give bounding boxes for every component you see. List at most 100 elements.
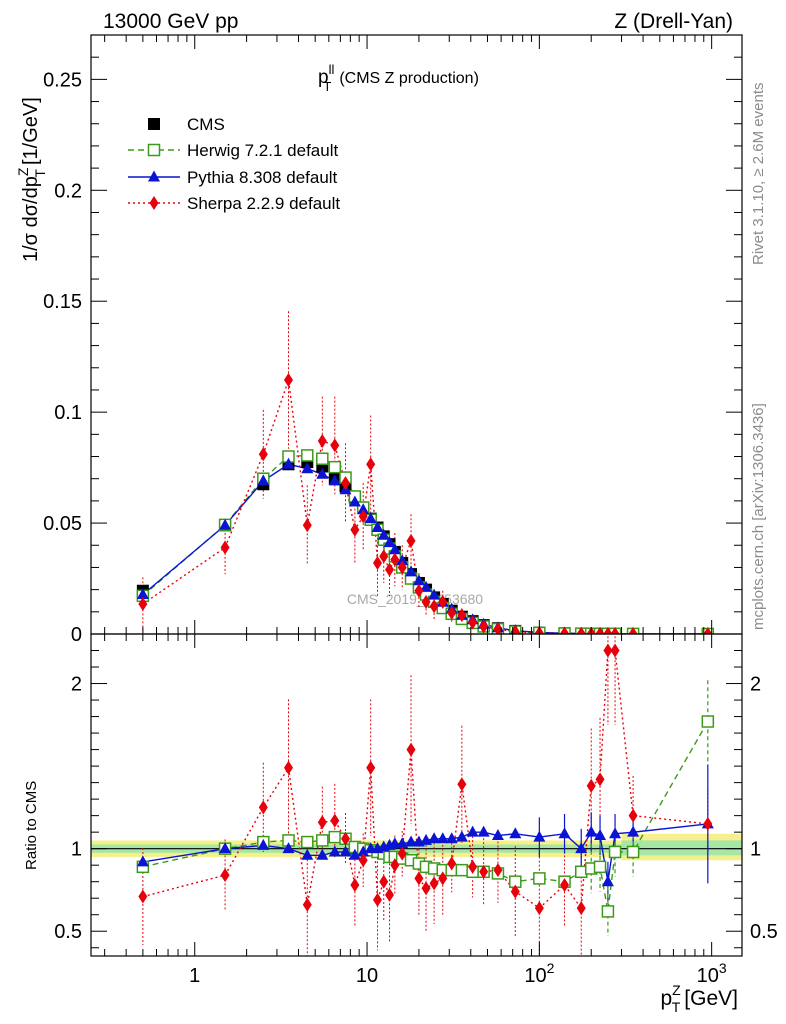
ratio-data-point — [593, 860, 607, 874]
x-tick-base: 10 — [524, 965, 546, 987]
y-tick-label: 0.15 — [43, 291, 82, 313]
x-tick-exp: 2 — [547, 960, 555, 976]
y-title-unit: [1/GeV] — [20, 97, 42, 165]
x-tick-exp: 3 — [719, 960, 727, 976]
ratio-data-point — [610, 643, 620, 658]
data-point — [257, 474, 270, 486]
ratio-data-point — [438, 871, 448, 886]
ratio-y-tick-label-right: 0.5 — [750, 921, 778, 943]
ratio-data-point — [283, 760, 293, 775]
ratio-data-point — [628, 808, 638, 823]
ratio-data-point — [533, 872, 546, 885]
legend: CMS Herwig 7.2.1 default Pythia 8.308 defa… — [128, 115, 340, 213]
ratio-data-point — [429, 876, 439, 891]
ratio-data-point — [358, 853, 368, 868]
x-tick-base: 10 — [356, 965, 378, 987]
x-title-base: p — [660, 987, 672, 1010]
ratio-data-point — [609, 827, 622, 839]
data-point — [219, 518, 232, 530]
y-title-sub: T — [32, 169, 48, 178]
data-point — [421, 594, 431, 609]
legend-marker — [148, 118, 160, 130]
header-right-text: Z (Drell-Yan) — [614, 10, 733, 33]
data-point — [301, 462, 314, 474]
analysis-watermark: CMS_2019_I1753680 — [347, 591, 483, 607]
data-point — [328, 474, 341, 486]
ratio-data-point — [428, 832, 441, 844]
data-point — [350, 522, 360, 537]
main-y-axis-title: 1/σ dσ/dpZT [1/GeV] — [15, 97, 48, 262]
ratio-data-point — [703, 816, 713, 831]
ratio-data-point — [339, 845, 352, 857]
ratio-data-point — [455, 863, 469, 877]
ratio-data-point — [701, 715, 715, 728]
ratio-data-point — [509, 827, 522, 839]
y-tick-label: 0.1 — [54, 402, 82, 424]
x-axis-title: pZ T [GeV] — [660, 982, 738, 1015]
data-point — [357, 503, 370, 515]
ratio-data-point — [348, 848, 361, 860]
data-point — [220, 540, 230, 555]
ratio-data-point — [466, 825, 479, 837]
data-point — [457, 608, 467, 623]
ratio-data-point — [414, 871, 424, 886]
data-point — [468, 615, 478, 630]
data-point — [388, 543, 401, 555]
data-point — [396, 554, 409, 566]
data-point — [610, 626, 620, 634]
legend-marker — [148, 170, 160, 182]
data-point — [412, 574, 425, 586]
ratio-data-point — [282, 842, 295, 854]
ratio-panel-frame — [90, 633, 743, 957]
data-point — [330, 438, 340, 453]
ratio-data-point — [390, 858, 400, 873]
ratio-data-point — [533, 830, 546, 842]
data-point — [341, 476, 351, 491]
ratio-data-point — [316, 834, 329, 847]
ratio-data-point — [138, 889, 148, 904]
ratio-data-point — [330, 813, 340, 828]
data-point — [414, 583, 424, 598]
ratio-y-tick-label-right: 2 — [750, 674, 761, 696]
ratio-data-point — [357, 845, 370, 857]
ratio-data-point — [585, 825, 598, 837]
ratio-data-point — [328, 845, 341, 857]
ratio-data-point — [257, 838, 270, 850]
ratio-data-point — [445, 832, 458, 844]
ratio-data-point — [220, 868, 230, 883]
ratio-data-point — [576, 901, 586, 916]
data-point — [595, 626, 605, 634]
data-point — [390, 552, 400, 567]
data-point — [316, 452, 329, 465]
ratio-data-point — [595, 772, 605, 787]
band-inner-highpt — [621, 840, 742, 856]
ratio-y-tick-label: 0.5 — [54, 921, 82, 943]
mcplots-reference-label: mcplots.cern.ch [arXiv:1306.3436] — [750, 403, 767, 630]
ratio-data-point — [436, 832, 449, 844]
x-tick-label: 103 — [697, 960, 727, 987]
data-point — [377, 528, 390, 540]
ratio-data-point — [510, 884, 520, 899]
x-title-unit: [GeV] — [684, 987, 738, 1010]
ratio-data-point — [447, 856, 457, 871]
panel-title: pll T (CMS Z production) — [318, 62, 479, 94]
data-point — [406, 533, 416, 548]
ratio-data-point — [421, 881, 431, 896]
data-point — [282, 457, 295, 469]
data-point — [136, 588, 149, 600]
ratio-data-point — [491, 828, 504, 840]
ratio-series-line — [142, 649, 708, 911]
ratio-data-point — [601, 905, 615, 918]
ratio-y-axis-title: Ratio to CMS — [23, 781, 40, 870]
y-tick-label: 0.25 — [43, 69, 82, 91]
legend-label: Sherpa 2.2.9 default — [187, 194, 340, 213]
data-point — [479, 619, 489, 634]
x-title-sub: T — [672, 999, 681, 1015]
ratio-data-point — [350, 877, 360, 892]
data-point — [405, 565, 418, 577]
title-base: p — [318, 67, 329, 88]
data-point — [283, 372, 293, 387]
legend-label: Herwig 7.2.1 default — [187, 141, 338, 160]
y-tick-label: 0.2 — [54, 180, 82, 202]
data-point — [576, 626, 586, 634]
